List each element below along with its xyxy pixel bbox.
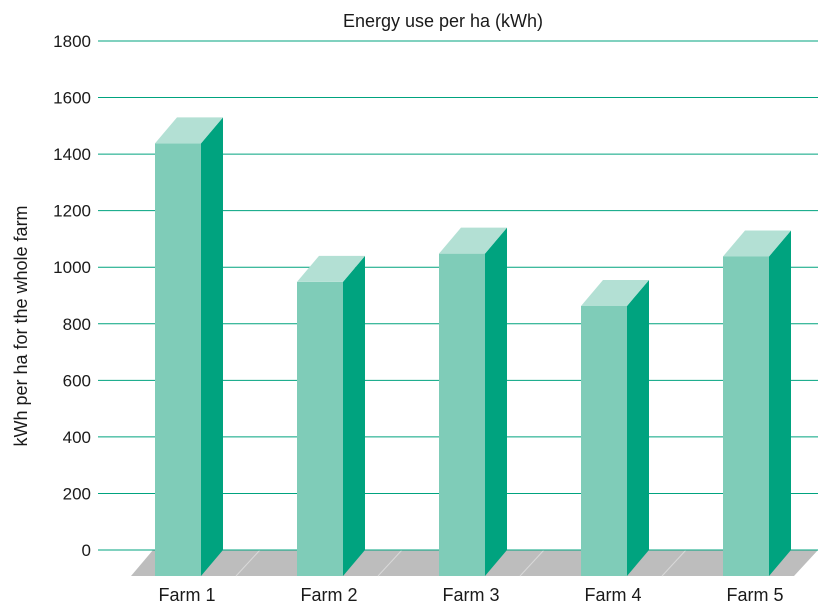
bar-side-face bbox=[343, 255, 365, 576]
y-tick-label: 600 bbox=[63, 371, 91, 390]
bar-top-face bbox=[297, 255, 365, 282]
floor-divider bbox=[519, 549, 545, 577]
x-tick-label: Farm 3 bbox=[442, 585, 499, 605]
bar-top-face bbox=[581, 279, 649, 306]
bar bbox=[439, 227, 507, 576]
bar-top-face bbox=[723, 230, 791, 257]
bar-front-face bbox=[297, 281, 343, 576]
y-tick-label: 1000 bbox=[53, 258, 91, 277]
floor-divider bbox=[661, 549, 687, 577]
bar bbox=[155, 117, 223, 576]
y-tick-label: 1200 bbox=[53, 202, 91, 221]
bar bbox=[297, 255, 365, 576]
bar-top-face bbox=[155, 117, 223, 144]
chart-title: Energy use per ha (kWh) bbox=[343, 11, 543, 31]
y-tick-label: 1400 bbox=[53, 145, 91, 164]
bar-front-face bbox=[581, 305, 627, 576]
bars bbox=[155, 117, 791, 576]
x-axis-ticks: Farm 1 Farm 2 Farm 3 Farm 4 Farm 5 bbox=[158, 585, 783, 605]
x-tick-label: Farm 1 bbox=[158, 585, 215, 605]
bar-side-face bbox=[201, 117, 223, 576]
bar bbox=[581, 279, 649, 576]
y-tick-label: 1600 bbox=[53, 89, 91, 108]
y-tick-label: 400 bbox=[63, 428, 91, 447]
bar bbox=[723, 230, 791, 576]
bar-front-face bbox=[439, 253, 485, 576]
x-tick-label: Farm 4 bbox=[584, 585, 641, 605]
y-tick-label: 1800 bbox=[53, 32, 91, 51]
bar-side-face bbox=[627, 279, 649, 576]
y-tick-label: 200 bbox=[63, 484, 91, 503]
bar-top-face bbox=[439, 227, 507, 254]
y-axis-ticks: 0 200 400 600 800 1000 1200 1400 1600 1800 bbox=[53, 32, 91, 560]
y-axis-label: kWh per ha for the whole farm bbox=[11, 205, 31, 446]
floor-divider bbox=[235, 549, 261, 577]
bar-side-face bbox=[485, 227, 507, 576]
bar-front-face bbox=[155, 143, 201, 576]
x-tick-label: Farm 2 bbox=[300, 585, 357, 605]
bar-side-face bbox=[769, 230, 791, 576]
x-tick-label: Farm 5 bbox=[726, 585, 783, 605]
y-tick-label: 0 bbox=[82, 541, 91, 560]
bar-front-face bbox=[723, 256, 769, 576]
floor-divider bbox=[377, 549, 403, 577]
y-tick-label: 800 bbox=[63, 315, 91, 334]
